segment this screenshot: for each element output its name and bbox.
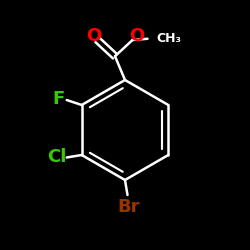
Text: Cl: Cl xyxy=(48,148,67,166)
Text: F: F xyxy=(52,90,64,108)
Text: O: O xyxy=(128,26,144,44)
Text: O: O xyxy=(86,26,102,44)
Text: CH₃: CH₃ xyxy=(156,32,181,44)
Text: Br: Br xyxy=(118,198,140,216)
